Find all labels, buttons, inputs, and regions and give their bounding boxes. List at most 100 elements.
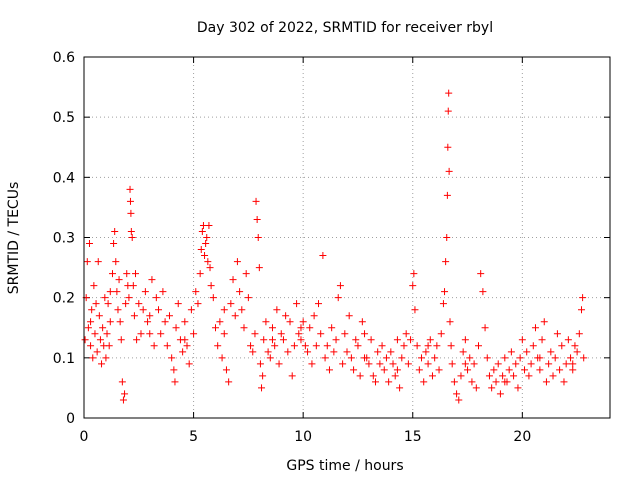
data-point — [422, 348, 430, 356]
data-point — [95, 312, 103, 320]
data-point — [361, 354, 369, 362]
data-point — [98, 360, 106, 368]
data-point — [575, 330, 583, 338]
data-point — [279, 336, 287, 344]
data-point — [312, 342, 320, 350]
data-point — [334, 294, 342, 302]
data-point — [108, 270, 116, 278]
data-point — [347, 354, 355, 362]
data-point — [325, 366, 333, 374]
data-point — [507, 348, 515, 356]
data-point — [220, 330, 228, 338]
data-point — [531, 324, 539, 332]
data-point — [290, 342, 298, 350]
data-point — [212, 324, 219, 332]
data-point — [446, 318, 454, 326]
data-point — [252, 197, 260, 205]
data-point — [297, 324, 305, 332]
data-point — [192, 288, 200, 296]
data-point — [110, 240, 118, 248]
y-tick-label: 0.5 — [53, 110, 75, 126]
data-point — [99, 324, 107, 332]
data-point — [87, 342, 95, 350]
data-point — [83, 258, 91, 266]
data-point — [225, 378, 233, 386]
data-point — [159, 288, 167, 296]
data-point — [424, 360, 432, 368]
data-point — [393, 336, 401, 344]
data-point — [323, 342, 331, 350]
data-point — [573, 348, 581, 356]
data-point — [369, 372, 377, 380]
x-tick-label: 15 — [404, 429, 422, 445]
data-point — [525, 372, 533, 380]
data-point — [181, 318, 189, 326]
x-axis-label: GPS time / hours — [286, 458, 403, 474]
data-point — [171, 378, 179, 386]
data-point — [299, 318, 307, 326]
data-point — [382, 354, 390, 362]
data-point — [127, 227, 135, 235]
data-point — [297, 336, 305, 344]
data-point — [494, 360, 502, 368]
data-point — [461, 336, 469, 344]
data-point — [398, 354, 406, 362]
data-point — [562, 360, 570, 368]
data-point — [194, 300, 202, 308]
data-point — [84, 324, 92, 332]
data-point — [96, 336, 104, 344]
data-point — [157, 330, 165, 338]
data-point — [411, 306, 419, 314]
data-point — [400, 342, 408, 350]
data-point — [343, 348, 351, 356]
data-point — [542, 378, 550, 386]
data-point — [485, 372, 493, 380]
y-axis-label: SRMTID / TECUs — [6, 182, 22, 295]
data-point — [356, 372, 364, 380]
data-point — [345, 312, 353, 320]
x-tick-label: 5 — [189, 429, 198, 445]
data-point — [137, 330, 145, 338]
data-point — [207, 282, 215, 290]
data-point — [268, 324, 276, 332]
data-point — [273, 306, 281, 314]
data-point — [288, 372, 296, 380]
data-point — [295, 330, 303, 338]
data-point — [127, 209, 135, 217]
data-point — [464, 366, 472, 374]
data-point — [328, 324, 336, 332]
data-point — [304, 348, 312, 356]
data-point — [155, 306, 163, 314]
data-point — [441, 288, 449, 296]
y-tick-label: 0.4 — [53, 170, 75, 186]
data-point — [146, 312, 154, 320]
data-point — [420, 378, 428, 386]
data-point — [527, 360, 535, 368]
data-point — [114, 306, 122, 314]
data-point — [214, 342, 222, 350]
data-point — [442, 258, 450, 266]
data-point — [443, 234, 451, 241]
data-point — [161, 318, 169, 326]
data-point — [201, 252, 209, 260]
data-point — [332, 336, 340, 344]
data-point — [101, 294, 109, 302]
data-point — [310, 312, 318, 320]
data-point — [242, 270, 250, 278]
data-point — [249, 348, 257, 356]
data-point — [152, 294, 160, 302]
data-point — [88, 306, 96, 314]
data-point — [499, 372, 507, 380]
data-point — [240, 324, 248, 332]
data-point — [315, 300, 323, 308]
data-point — [135, 300, 143, 308]
data-point — [139, 306, 147, 314]
data-point — [350, 366, 358, 374]
data-point — [111, 227, 119, 235]
data-point — [404, 360, 412, 368]
data-point — [317, 330, 325, 338]
data-point — [227, 300, 235, 308]
data-point — [204, 258, 212, 266]
data-point — [89, 354, 97, 362]
